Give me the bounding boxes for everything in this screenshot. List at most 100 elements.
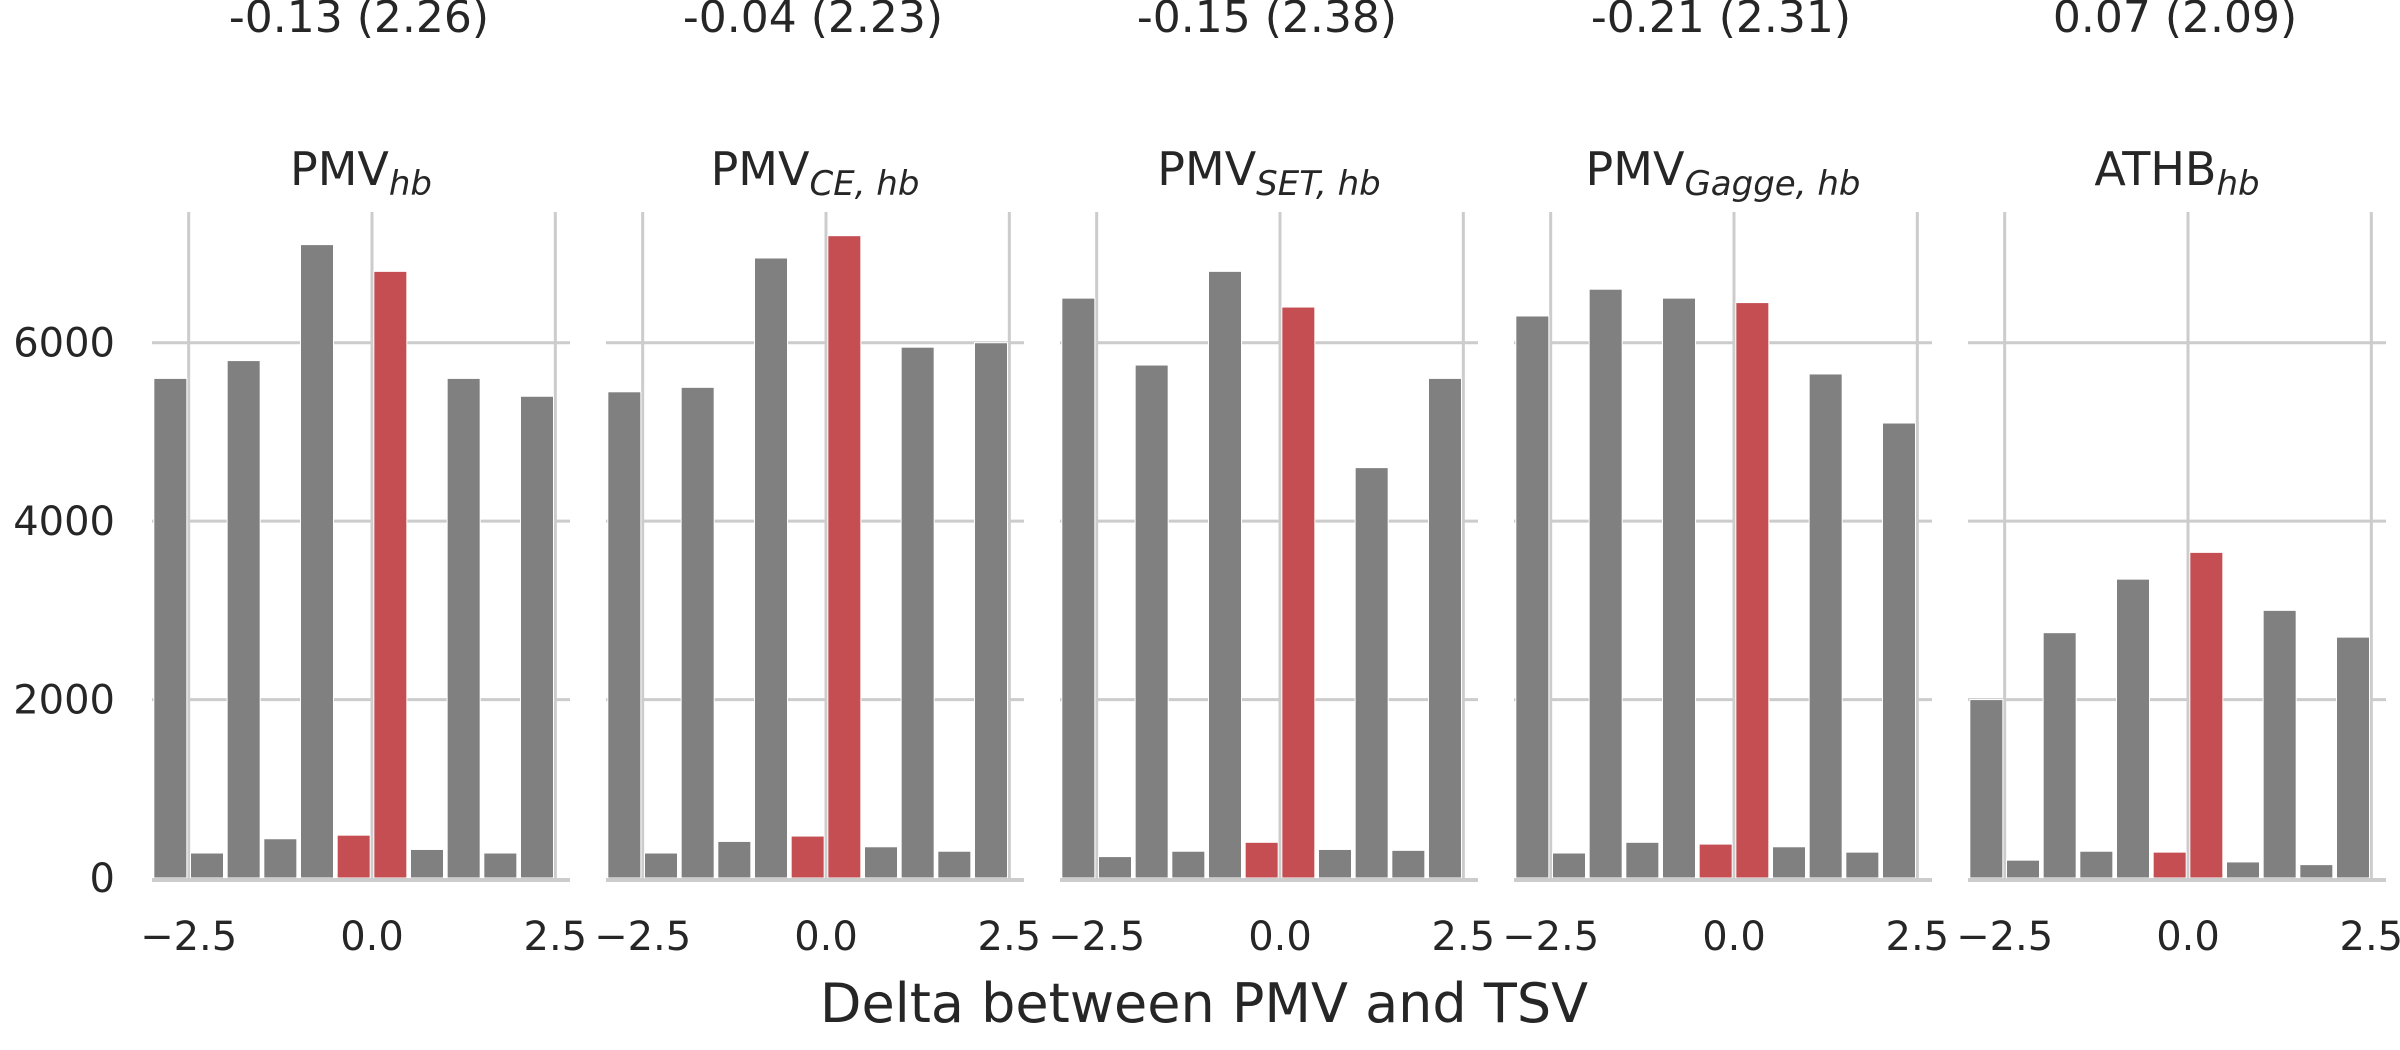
x-tick-label: 0.0 <box>1248 914 1312 960</box>
bar <box>520 395 554 879</box>
bar <box>1098 856 1132 879</box>
x-tick-label: 2.5 <box>978 914 1042 960</box>
bar <box>1698 843 1733 879</box>
panel-title: PMVGagge, hb <box>1586 142 1861 204</box>
bar <box>1428 377 1462 879</box>
bar <box>2079 850 2114 879</box>
x-tick-label: −2.5 <box>140 914 237 960</box>
bar <box>974 342 1008 879</box>
bar <box>2006 859 2040 879</box>
bar <box>644 852 678 879</box>
bar <box>1061 297 1096 879</box>
panel-title: PMVCE, hb <box>711 142 920 204</box>
panel-stat-label: -0.21 (2.31) <box>1591 0 1851 43</box>
x-tick-label: −2.5 <box>1048 914 1145 960</box>
bar <box>717 840 752 879</box>
bar <box>680 386 715 879</box>
panel-stat-label: -0.15 (2.38) <box>1137 0 1397 43</box>
bar <box>1882 422 1916 879</box>
panel-title-main: PMV <box>1157 142 1256 196</box>
panel-5: −2.5 0.0 2.5 ATHBhb 0.07 (2.09) <box>1956 0 2400 960</box>
x-tick-label: −2.5 <box>594 914 691 960</box>
bar <box>1625 841 1660 879</box>
panel-title: PMVhb <box>290 142 432 204</box>
bar <box>1662 297 1696 879</box>
bar <box>900 346 935 879</box>
bar <box>607 391 642 879</box>
bar <box>190 852 224 879</box>
panel-stat-label: -0.13 (2.26) <box>229 0 489 43</box>
bar <box>2336 636 2370 879</box>
bar <box>483 852 518 879</box>
panel-1: −2.5 0.0 2.5 0 2000 4000 6000 PMVhb -0.13 (2.26) <box>13 0 587 960</box>
y-tick-label: 4000 <box>13 499 115 545</box>
bar <box>336 834 371 879</box>
bar <box>2042 632 2077 879</box>
panel-stat-label: -0.04 (2.23) <box>683 0 943 43</box>
panel-title-subscript: CE, hb <box>809 164 919 204</box>
bar <box>790 835 825 879</box>
y-tick-label: 0 <box>90 856 115 902</box>
bar <box>1808 373 1843 879</box>
bar <box>1515 315 1550 879</box>
x-tick-label: 2.5 <box>1432 914 1496 960</box>
panel-2: −2.5 0.0 2.5 PMVCE, hb -0.04 (2.23) <box>594 0 1041 960</box>
panel-title-main: PMV <box>711 142 810 196</box>
x-tick-label: 0.0 <box>794 914 858 960</box>
bar <box>153 377 188 879</box>
bar <box>827 235 862 879</box>
panel-title-subscript: hb <box>389 164 432 204</box>
bar <box>1845 851 1880 879</box>
bar <box>226 360 261 879</box>
bar <box>2152 851 2187 879</box>
bar <box>1244 841 1279 879</box>
bar <box>2299 864 2334 879</box>
bar <box>1208 270 1242 879</box>
panel-title-subscript: Gagge, hb <box>1684 164 1860 204</box>
bar <box>1171 850 1206 879</box>
bar <box>373 270 408 879</box>
bar <box>2189 551 2224 879</box>
bar <box>754 257 788 879</box>
bar <box>864 846 898 879</box>
x-axis-label: Delta between PMV and TSV <box>820 972 1588 1035</box>
panel-3: −2.5 0.0 2.5 PMVSET, hb -0.15 (2.38) <box>1048 0 1495 960</box>
y-tick-label: 6000 <box>13 321 115 367</box>
x-tick-label: 2.5 <box>1886 914 1950 960</box>
bar <box>263 838 298 879</box>
bar <box>1969 699 2004 879</box>
bar <box>2262 609 2297 879</box>
bar <box>1134 364 1169 879</box>
bar <box>300 244 334 879</box>
bar <box>1318 848 1352 879</box>
panel-title-subscript: SET, hb <box>1256 164 1381 204</box>
panel-stat-label: 0.07 (2.09) <box>2053 0 2297 43</box>
x-tick-label: −2.5 <box>1956 914 2053 960</box>
x-tick-label: 0.0 <box>2156 914 2220 960</box>
panel-title: PMVSET, hb <box>1157 142 1380 204</box>
bar <box>1588 288 1623 879</box>
x-tick-label: 2.5 <box>524 914 588 960</box>
bar <box>1772 846 1806 879</box>
bar <box>446 377 481 879</box>
x-tick-label: 2.5 <box>2340 914 2400 960</box>
bar <box>1552 852 1586 879</box>
bar <box>1354 467 1389 879</box>
bar <box>1735 302 1770 879</box>
panel-title-main: PMV <box>1586 142 1685 196</box>
bar <box>2116 578 2150 879</box>
bar <box>937 850 972 879</box>
x-tick-label: 0.0 <box>1702 914 1766 960</box>
bar <box>2226 861 2260 879</box>
panel-title-main: PMV <box>290 142 389 196</box>
bar <box>1391 849 1426 879</box>
x-tick-label: 0.0 <box>340 914 404 960</box>
panel-title-main: ATHB <box>2094 142 2216 196</box>
panel-title: ATHBhb <box>2094 142 2259 204</box>
x-tick-label: −2.5 <box>1502 914 1599 960</box>
y-tick-label: 2000 <box>13 678 115 724</box>
bar <box>410 848 444 879</box>
